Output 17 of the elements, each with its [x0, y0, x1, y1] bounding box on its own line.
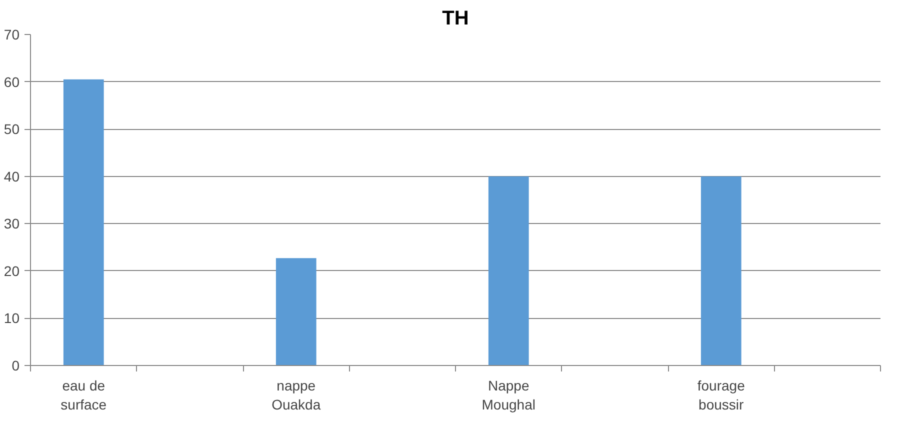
y-tick-label: 10	[4, 310, 20, 326]
y-tick-label: 50	[4, 121, 20, 138]
y-tick-label: 20	[4, 262, 20, 279]
y-tick-label: 70	[4, 26, 20, 42]
x-tick-label: fourage boussir	[697, 378, 746, 413]
x-tick-label: nappe Ouakda	[272, 378, 321, 413]
y-tick-label: 0	[12, 358, 20, 374]
bar	[700, 176, 742, 366]
x-tick-label: Nappe Moughal	[482, 378, 536, 413]
bar	[488, 176, 529, 366]
bar	[63, 79, 104, 366]
y-tick-label: 60	[4, 74, 20, 90]
y-tick-label: 40	[4, 168, 20, 184]
x-tick-label: eau de surface	[60, 378, 107, 413]
chart-title: TH	[442, 8, 469, 30]
bar	[276, 258, 316, 366]
y-tick-label: 30	[4, 216, 20, 232]
